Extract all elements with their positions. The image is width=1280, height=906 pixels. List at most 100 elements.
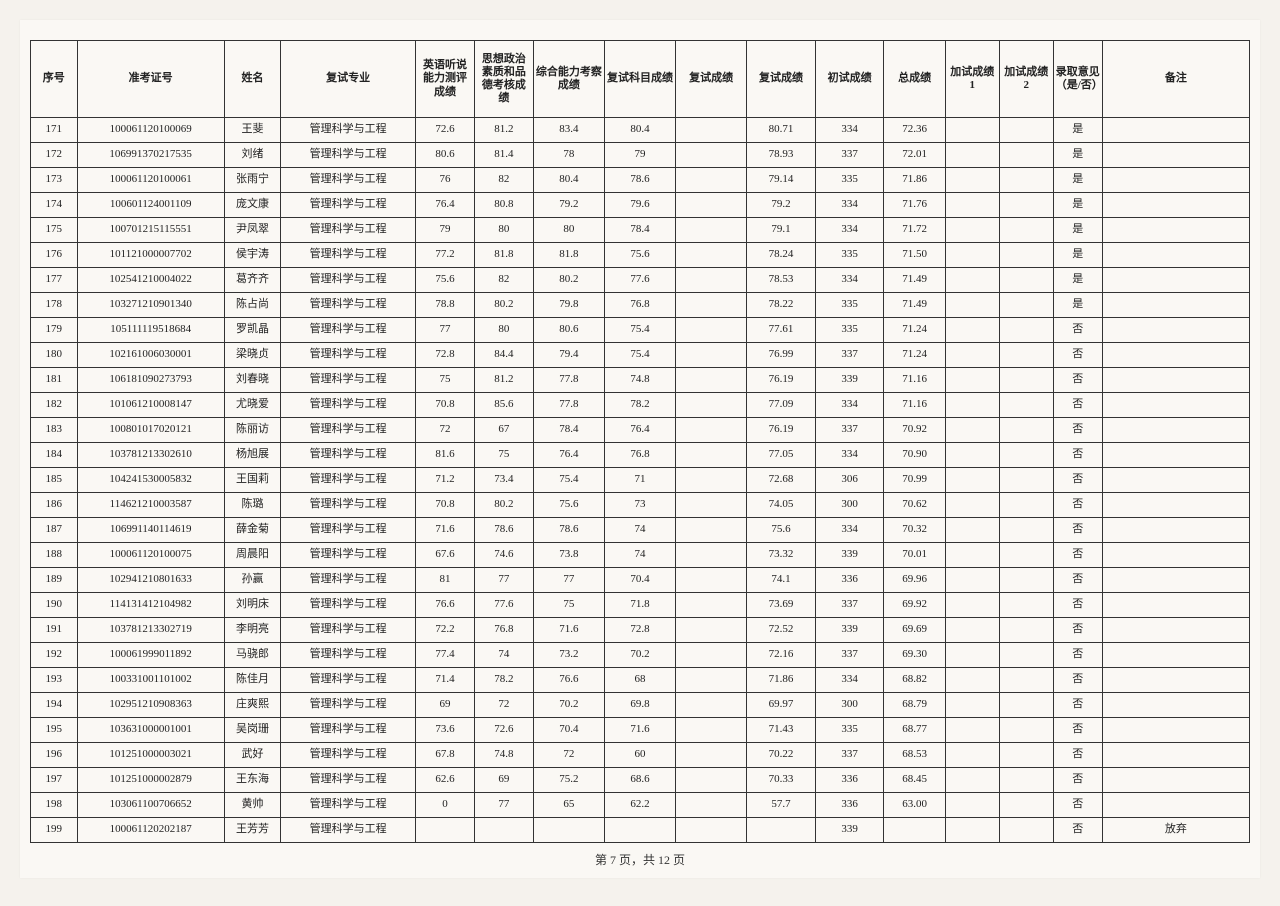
cell-s5 — [676, 143, 747, 168]
cell-name: 尤晓爱 — [224, 393, 280, 418]
cell-s5 — [676, 168, 747, 193]
cell-s2: 80 — [474, 318, 533, 343]
cell-admit: 否 — [1053, 743, 1102, 768]
cell-s5 — [676, 218, 747, 243]
cell-major: 管理科学与工程 — [281, 193, 416, 218]
cell-total: 71.24 — [884, 318, 945, 343]
cell-s1: 70.8 — [416, 493, 475, 518]
cell-name: 周晨阳 — [224, 543, 280, 568]
cell-id: 102541210004022 — [77, 268, 224, 293]
cell-total: 68.79 — [884, 693, 945, 718]
cell-add1 — [945, 568, 999, 593]
cell-major: 管理科学与工程 — [281, 818, 416, 843]
cell-s6: 78.24 — [747, 243, 816, 268]
cell-s3: 83.4 — [533, 118, 604, 143]
cell-s2: 82 — [474, 168, 533, 193]
cell-note — [1102, 493, 1249, 518]
cell-s5 — [676, 743, 747, 768]
cell-add2 — [999, 118, 1053, 143]
cell-s6: 79.2 — [747, 193, 816, 218]
cell-admit: 否 — [1053, 818, 1102, 843]
cell-major: 管理科学与工程 — [281, 743, 416, 768]
table-row: 180102161006030001梁晓贞管理科学与工程72.884.479.4… — [31, 343, 1250, 368]
cell-major: 管理科学与工程 — [281, 418, 416, 443]
cell-name: 侯宇涛 — [224, 243, 280, 268]
cell-total: 70.01 — [884, 543, 945, 568]
cell-major: 管理科学与工程 — [281, 518, 416, 543]
cell-add2 — [999, 468, 1053, 493]
cell-s7: 335 — [815, 243, 884, 268]
table-row: 174100601124001109庞文康管理科学与工程76.480.879.2… — [31, 193, 1250, 218]
cell-add2 — [999, 268, 1053, 293]
cell-name: 王国莉 — [224, 468, 280, 493]
table-row: 194102951210908363庄爽熙管理科学与工程697270.269.8… — [31, 693, 1250, 718]
cell-name: 陈佳月 — [224, 668, 280, 693]
cell-s7: 334 — [815, 193, 884, 218]
cell-name: 张雨宁 — [224, 168, 280, 193]
cell-major: 管理科学与工程 — [281, 443, 416, 468]
cell-id: 103781213302610 — [77, 443, 224, 468]
cell-s6: 74.05 — [747, 493, 816, 518]
h-total: 总成绩 — [884, 41, 945, 118]
cell-s1: 77.2 — [416, 243, 475, 268]
h-s3: 综合能力考察成绩 — [533, 41, 604, 118]
table-row: 181106181090273793刘春晓管理科学与工程7581.277.874… — [31, 368, 1250, 393]
cell-s3: 78.6 — [533, 518, 604, 543]
cell-name: 王东海 — [224, 768, 280, 793]
cell-s3: 70.2 — [533, 693, 604, 718]
cell-note — [1102, 718, 1249, 743]
cell-s6: 76.19 — [747, 418, 816, 443]
cell-admit: 否 — [1053, 593, 1102, 618]
cell-seq: 172 — [31, 143, 78, 168]
cell-add2 — [999, 143, 1053, 168]
h-name: 姓名 — [224, 41, 280, 118]
cell-s4: 69.8 — [604, 693, 675, 718]
table-row: 195103631000001001吴岗珊管理科学与工程73.672.670.4… — [31, 718, 1250, 743]
cell-s3: 77.8 — [533, 393, 604, 418]
cell-major: 管理科学与工程 — [281, 218, 416, 243]
cell-admit: 是 — [1053, 168, 1102, 193]
cell-major: 管理科学与工程 — [281, 343, 416, 368]
cell-s1: 67.6 — [416, 543, 475, 568]
cell-add1 — [945, 268, 999, 293]
cell-total: 71.49 — [884, 293, 945, 318]
cell-name: 王斐 — [224, 118, 280, 143]
cell-seq: 179 — [31, 318, 78, 343]
cell-s3: 75.4 — [533, 468, 604, 493]
cell-total: 70.90 — [884, 443, 945, 468]
cell-s4: 70.4 — [604, 568, 675, 593]
cell-s6: 57.7 — [747, 793, 816, 818]
cell-name: 梁晓贞 — [224, 343, 280, 368]
cell-admit: 否 — [1053, 668, 1102, 693]
cell-admit: 否 — [1053, 393, 1102, 418]
cell-s7: 336 — [815, 793, 884, 818]
cell-s1: 75.6 — [416, 268, 475, 293]
cell-total: 71.16 — [884, 368, 945, 393]
cell-id: 114131412104982 — [77, 593, 224, 618]
cell-s2: 81.8 — [474, 243, 533, 268]
cell-id: 102161006030001 — [77, 343, 224, 368]
cell-s3: 76.4 — [533, 443, 604, 468]
cell-add2 — [999, 293, 1053, 318]
cell-s7: 306 — [815, 468, 884, 493]
cell-s7: 339 — [815, 543, 884, 568]
cell-total: 70.99 — [884, 468, 945, 493]
cell-id: 103631000001001 — [77, 718, 224, 743]
cell-s6: 78.93 — [747, 143, 816, 168]
cell-s6: 74.1 — [747, 568, 816, 593]
cell-s5 — [676, 118, 747, 143]
cell-add2 — [999, 318, 1053, 343]
cell-s5 — [676, 718, 747, 743]
cell-s5 — [676, 793, 747, 818]
cell-total: 69.30 — [884, 643, 945, 668]
cell-s6 — [747, 818, 816, 843]
cell-s5 — [676, 518, 747, 543]
cell-admit: 否 — [1053, 718, 1102, 743]
cell-major: 管理科学与工程 — [281, 593, 416, 618]
cell-name: 刘春晓 — [224, 368, 280, 393]
cell-name: 刘绪 — [224, 143, 280, 168]
cell-add1 — [945, 193, 999, 218]
cell-s6: 72.52 — [747, 618, 816, 643]
cell-s2: 77 — [474, 568, 533, 593]
cell-add1 — [945, 293, 999, 318]
